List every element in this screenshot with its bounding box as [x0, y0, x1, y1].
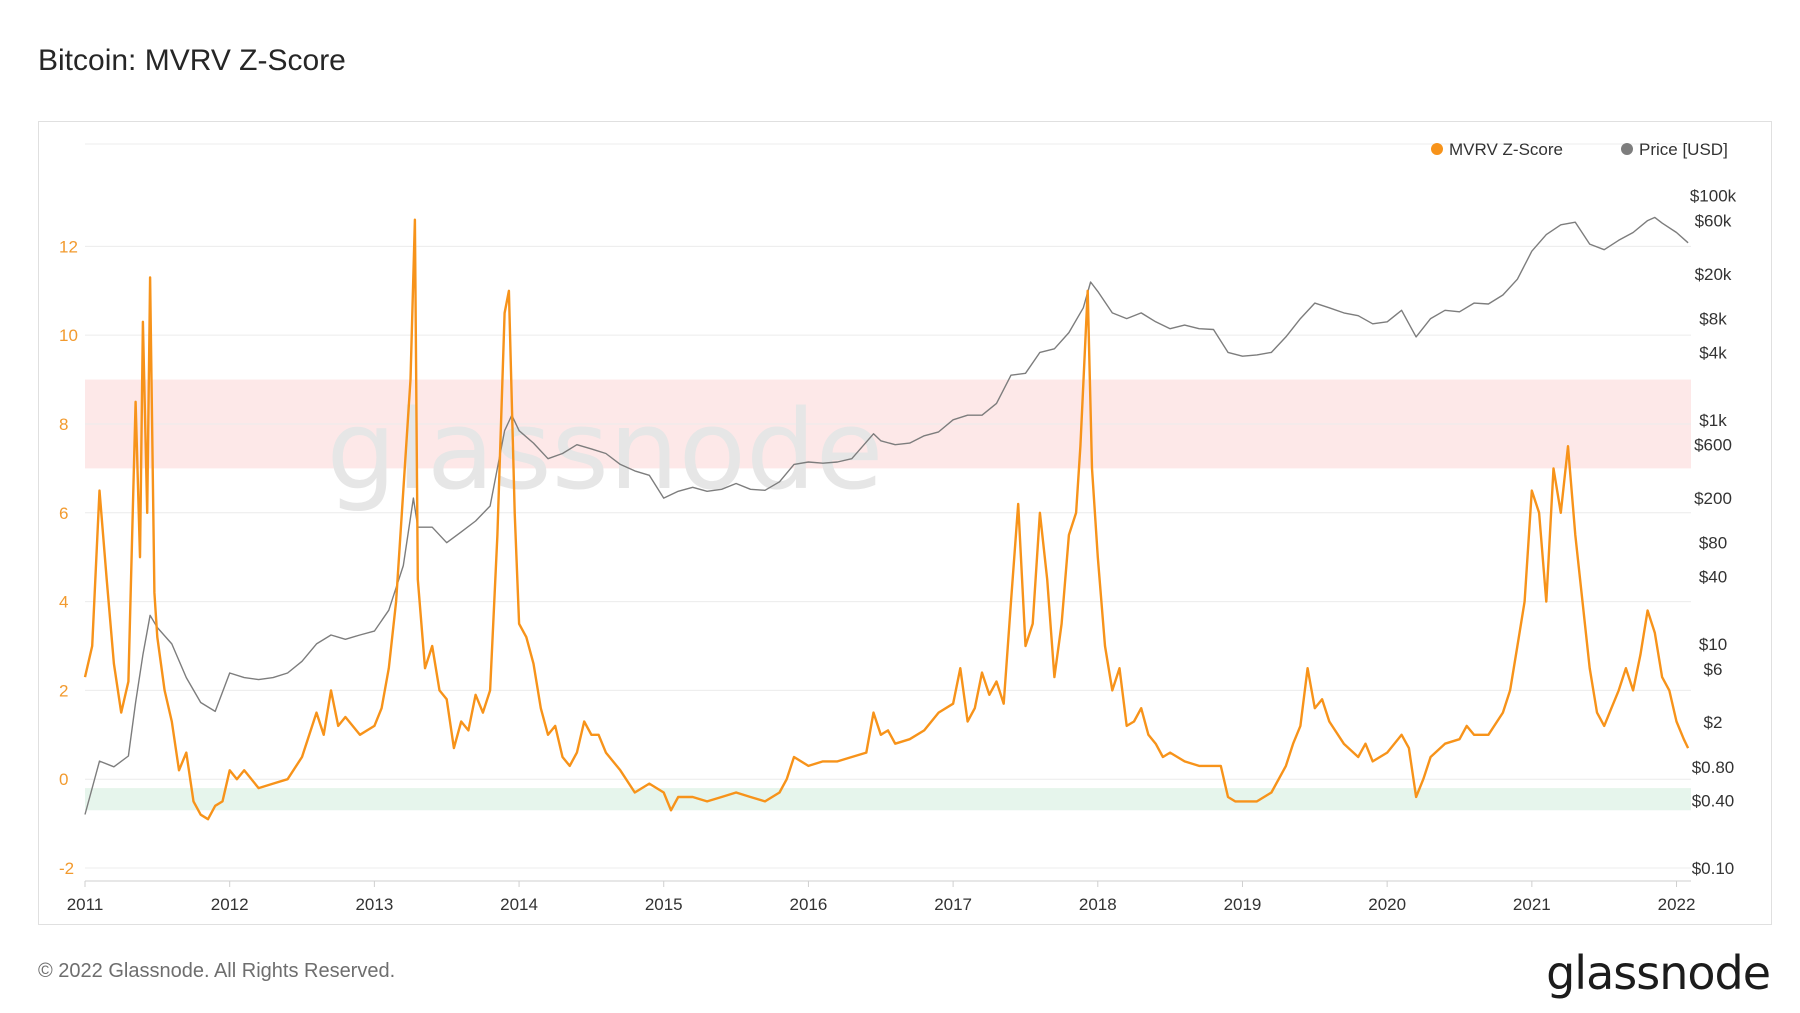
- left-tick-label: 4: [59, 593, 68, 612]
- right-tick-label: $4k: [1699, 343, 1727, 362]
- right-tick-label: $40: [1699, 567, 1727, 586]
- x-tick-label: 2012: [211, 895, 249, 914]
- x-tick-label: 2022: [1658, 895, 1696, 914]
- x-tick-label: 2019: [1224, 895, 1262, 914]
- left-tick-label: 10: [59, 326, 78, 345]
- right-tick-label: $0.10: [1692, 859, 1735, 878]
- right-tick-label: $100k: [1690, 187, 1737, 206]
- legend: MVRV Z-Score Price [USD]: [1431, 140, 1728, 159]
- right-tick-label: $1k: [1699, 411, 1727, 430]
- right-tick-label: $600: [1694, 436, 1732, 455]
- right-tick-label: $8k: [1699, 310, 1727, 329]
- x-tick-label: 2014: [500, 895, 538, 914]
- right-tick-label: $0.40: [1692, 792, 1735, 811]
- right-tick-label: $10: [1699, 635, 1727, 654]
- legend-label: Price [USD]: [1639, 140, 1728, 159]
- right-tick-label: $60k: [1695, 212, 1732, 231]
- legend-label: MVRV Z-Score: [1449, 140, 1563, 159]
- left-tick-label: 8: [59, 415, 68, 434]
- grid-layer: [85, 143, 1691, 869]
- x-tick-label: 2017: [934, 895, 972, 914]
- mvrv-zscore-line: [83, 218, 1690, 821]
- left-tick-label: 2: [59, 681, 68, 700]
- right-tick-label: $20k: [1695, 265, 1732, 284]
- page-title: Bitcoin: MVRV Z-Score: [38, 44, 346, 77]
- x-tick-label: 2015: [645, 895, 683, 914]
- x-tick-label: 2020: [1368, 895, 1406, 914]
- x-tick-label: 2016: [790, 895, 828, 914]
- right-tick-label: $0.80: [1692, 758, 1735, 777]
- chart-frame: glassnode -2 0 2 4 6 8 10 12 $100k $60k $20k $8k $4…: [38, 121, 1772, 925]
- price-line: [84, 216, 1689, 815]
- left-tick-label: 12: [59, 237, 78, 256]
- lines-layer: [83, 216, 1690, 821]
- right-tick-label: $200: [1694, 489, 1732, 508]
- x-tick-label: 2013: [355, 895, 393, 914]
- right-axis: $100k $60k $20k $8k $4k $1k $600 $200 $80 $40 $10 $…: [1690, 187, 1737, 878]
- right-tick-label: $6: [1704, 660, 1723, 679]
- footer-copyright: © 2022 Glassnode. All Rights Reserved.: [38, 960, 396, 982]
- left-tick-label: -2: [59, 859, 74, 878]
- x-axis: 2011 2012 2013 2014 2015 2016 2017 2018 2019 2020…: [67, 880, 1696, 914]
- watermark: glassnode: [327, 386, 884, 514]
- chart-svg: glassnode -2 0 2 4 6 8 10 12 $100k $60k $20k $8k $4…: [59, 140, 1737, 914]
- band-1: [85, 788, 1691, 811]
- left-axis: -2 0 2 4 6 8 10 12: [59, 237, 78, 878]
- right-tick-label: $80: [1699, 534, 1727, 553]
- x-tick-label: 2018: [1079, 895, 1117, 914]
- x-tick-label: 2011: [67, 895, 104, 914]
- right-tick-label: $2: [1704, 713, 1723, 732]
- left-tick-label: 0: [59, 770, 68, 789]
- footer-brand-logo: glassnode: [1546, 946, 1771, 1000]
- left-tick-label: 6: [59, 504, 68, 523]
- x-tick-label: 2021: [1513, 895, 1551, 914]
- legend-marker: [1621, 143, 1633, 155]
- legend-marker: [1431, 143, 1443, 155]
